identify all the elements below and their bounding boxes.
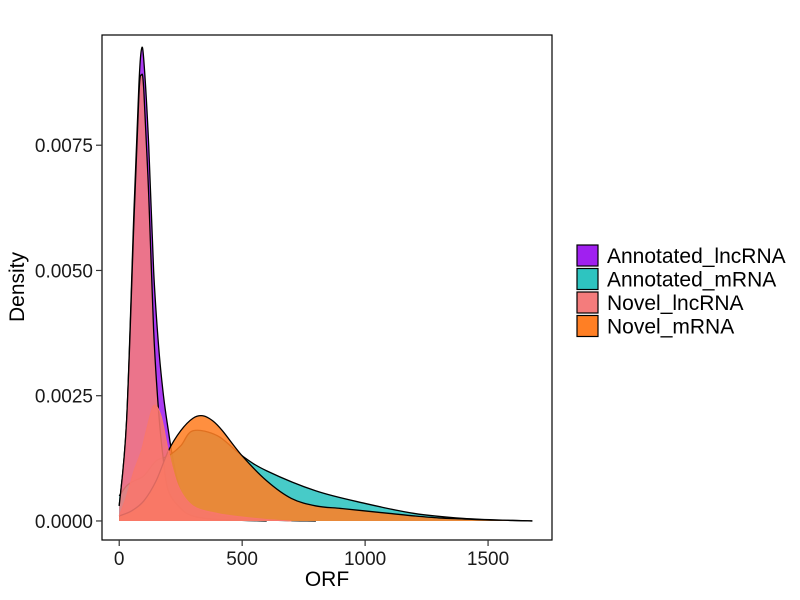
y-tick-label: 0.0025 — [35, 387, 93, 408]
density-area-overlay-4 — [119, 405, 292, 521]
density-areas — [118, 46, 533, 522]
legend-label-annotated-lncrna: Annotated_lncRNA — [607, 245, 786, 268]
legend-key-annotated-mrna — [576, 267, 599, 291]
legend: Annotated_lncRNAAnnotated_mRNANovel_lncR… — [576, 244, 786, 339]
y-axis: 0.0000 0.0025 0.0050 0.0075 — [35, 136, 102, 533]
density-area-novel-mrna — [119, 415, 533, 521]
legend-key-novel-mrna — [576, 314, 599, 338]
y-axis-title: Density — [6, 251, 29, 322]
plot-panel-border — [101, 34, 553, 541]
y-tick-label: 0.0000 — [35, 512, 93, 533]
x-axis: 0 500 1000 1500 — [114, 540, 509, 570]
x-tick-label: 0 — [114, 549, 125, 570]
legend-label-annotated-mrna: Annotated_mRNA — [607, 269, 776, 292]
legend-label-novel-lncrna: Novel_lncRNA — [607, 292, 744, 315]
y-tick-label: 0.0075 — [35, 136, 93, 157]
x-tick-label: 1500 — [467, 549, 509, 570]
x-tick-label: 1000 — [344, 549, 386, 570]
legend-key-novel-lncrna — [576, 291, 599, 314]
legend-label-novel-mrna: Novel_mRNA — [607, 316, 734, 339]
x-tick-label: 500 — [226, 549, 258, 570]
x-axis-title: ORF — [305, 568, 349, 591]
y-tick-label: 0.0050 — [35, 261, 93, 282]
legend-key-annotated-lncrna — [576, 244, 599, 267]
density-line-overlay-4 — [118, 404, 292, 522]
